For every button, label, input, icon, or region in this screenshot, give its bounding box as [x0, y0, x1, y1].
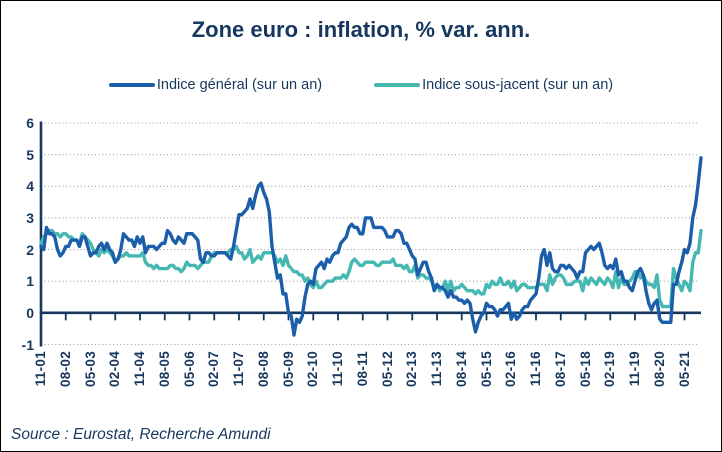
y-tick-label: 4 — [26, 178, 34, 195]
legend-label-core: Indice sous-jacent (sur un an) — [422, 77, 614, 93]
x-tick-label: 08-05 — [156, 351, 172, 388]
x-tick-label: 02-13 — [404, 351, 420, 388]
x-tick-label: 05-18 — [577, 351, 593, 388]
x-tick-label: 02-16 — [503, 351, 519, 388]
x-tick-label: 08-17 — [552, 351, 568, 388]
x-tick-label: 08-08 — [255, 351, 271, 388]
series-line-core — [39, 228, 703, 309]
x-tick-label: 08-11 — [354, 351, 370, 387]
y-tick-label: 2 — [26, 241, 34, 258]
x-tick-label: 05-03 — [82, 351, 98, 388]
x-tick-label: 08-02 — [57, 351, 73, 388]
x-tick-label: 05-06 — [181, 351, 197, 388]
series-line-general — [39, 156, 703, 337]
x-tick-label: 02-19 — [602, 351, 618, 388]
x-tick-label: 11-13 — [429, 351, 444, 387]
x-tick-label: 05-12 — [379, 351, 395, 388]
legend-label-general: Indice général (sur un an) — [156, 77, 323, 93]
source-note: Source : Eurostat, Recherche Amundi — [11, 426, 271, 443]
x-tick-label: 05-09 — [280, 351, 296, 388]
x-tick-label: 11-19 — [627, 351, 642, 387]
x-tick-label: 11-10 — [330, 351, 345, 387]
y-tick-label: 0 — [26, 304, 34, 321]
legend-swatch-core — [374, 83, 421, 87]
x-tick-label: 11-01 — [33, 351, 48, 387]
y-tick-label: 1 — [26, 273, 34, 290]
y-tick-label: 6 — [26, 115, 34, 131]
x-tick-label: 08-20 — [651, 351, 667, 388]
x-tick-label: 08-14 — [453, 351, 469, 388]
x-tick-label: 02-04 — [107, 351, 123, 388]
y-tick-label: 5 — [26, 146, 34, 163]
y-tick-label: 3 — [26, 209, 34, 226]
x-tick-label: 02-07 — [206, 351, 222, 388]
chart-title: Zone euro : inflation, % var. ann. — [191, 17, 531, 42]
y-tick-label: -1 — [21, 336, 34, 353]
legend: Indice général (sur un an) Indice sous-j… — [1, 77, 721, 93]
x-tick-label: 02-10 — [305, 351, 321, 388]
legend-item-general: Indice général (sur un an) — [108, 77, 323, 93]
x-tick-label: 11-16 — [528, 351, 543, 387]
legend-item-core: Indice sous-jacent (sur un an) — [374, 77, 613, 93]
x-tick-label: 11-04 — [132, 351, 147, 387]
legend-swatch-general — [108, 83, 155, 87]
x-tick-label: 11-07 — [231, 351, 246, 387]
x-tick-label: 05-21 — [676, 351, 692, 388]
x-tick-label: 05-15 — [478, 351, 494, 388]
